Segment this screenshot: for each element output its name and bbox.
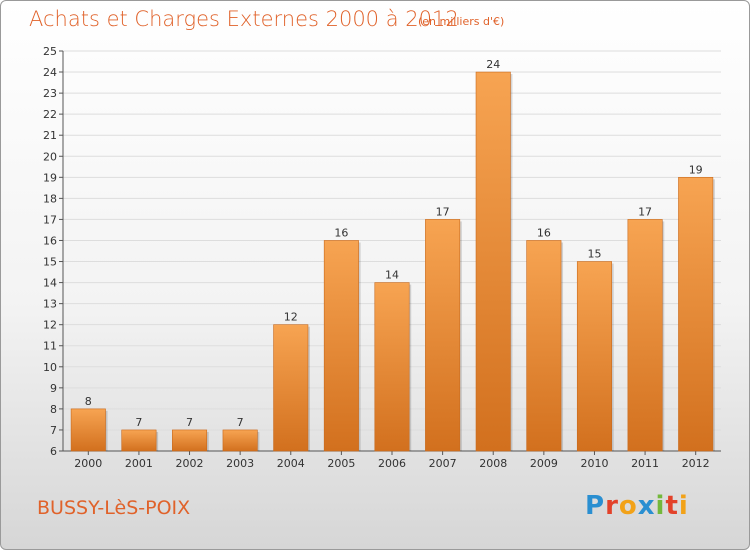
y-tick-label: 12	[43, 319, 57, 332]
logo-letter: i	[655, 491, 666, 521]
y-tick-label: 19	[43, 171, 57, 184]
proxiti-logo: Proxiti	[585, 491, 689, 521]
logo-letter: P	[585, 491, 606, 521]
logo-letter: x	[637, 491, 656, 521]
bar-2007	[425, 219, 461, 452]
x-tick-label-2007: 2007	[429, 457, 457, 470]
y-tick-label: 11	[43, 340, 57, 353]
data-label-2010: 15	[587, 248, 601, 261]
logo-letter: r	[605, 491, 619, 521]
town-name: BUSSY-LèS-POIX	[37, 497, 191, 519]
y-tick-label: 16	[43, 234, 57, 247]
bar-2001	[121, 429, 157, 452]
logo-letter: o	[618, 491, 638, 521]
bar-2004	[273, 324, 309, 452]
x-tick-label-2001: 2001	[125, 457, 153, 470]
bar-2012	[678, 177, 714, 452]
y-tick-label: 10	[43, 361, 57, 374]
chart-title: Achats et Charges Externes 2000 à 2012	[29, 7, 459, 31]
y-tick-label: 25	[43, 45, 57, 58]
data-label-2009: 16	[537, 226, 551, 239]
y-tick-label: 13	[43, 298, 57, 311]
bar-2011	[627, 219, 663, 452]
logo-letter: i	[678, 491, 689, 521]
y-tick-label: 14	[43, 277, 57, 290]
x-tick-label-2000: 2000	[74, 457, 102, 470]
x-tick-label-2012: 2012	[682, 457, 710, 470]
x-tick-label-2005: 2005	[327, 457, 355, 470]
label-layer: 8 7 7 7 12 16 14 17 24 16 15 17 19	[85, 58, 703, 429]
data-label-2001: 7	[135, 416, 142, 429]
data-label-2004: 12	[284, 311, 298, 324]
data-label-2002: 7	[186, 416, 193, 429]
y-tick-label: 6	[50, 445, 57, 458]
y-tick-label: 20	[43, 150, 57, 163]
y-tick-label: 15	[43, 256, 57, 269]
data-label-2005: 16	[334, 226, 348, 239]
x-tick-label-2010: 2010	[580, 457, 608, 470]
bar-2002	[172, 429, 208, 452]
x-tick-label-2009: 2009	[530, 457, 558, 470]
bar-2006	[374, 282, 410, 452]
y-tick-label: 8	[50, 403, 57, 416]
x-tick-label-2004: 2004	[277, 457, 305, 470]
y-tick-label: 24	[43, 66, 57, 79]
bar-2010	[576, 261, 612, 452]
bar-2000	[70, 408, 106, 452]
data-label-2003: 7	[237, 416, 244, 429]
logo-letter: t	[665, 491, 679, 521]
y-tick-label: 21	[43, 129, 57, 142]
x-tick-label-2011: 2011	[631, 457, 659, 470]
x-tick-label-2003: 2003	[226, 457, 254, 470]
data-label-2007: 17	[436, 205, 450, 218]
bar-layer	[70, 71, 715, 452]
bar-2008	[475, 71, 511, 452]
x-tick-label-2006: 2006	[378, 457, 406, 470]
bar-2003	[222, 429, 258, 452]
bar-2009	[526, 240, 562, 452]
y-tick-label: 9	[50, 382, 57, 395]
y-tick-label: 17	[43, 213, 57, 226]
y-tick-label: 23	[43, 87, 57, 100]
y-tick-label: 18	[43, 192, 57, 205]
unit-note: (en milliers d'€)	[418, 15, 505, 28]
y-tick-label: 7	[50, 424, 57, 437]
data-label-2008: 24	[486, 58, 500, 71]
data-label-2006: 14	[385, 269, 399, 282]
y-tick-label: 22	[43, 108, 57, 121]
data-label-2012: 19	[689, 163, 703, 176]
data-label-2000: 8	[85, 395, 92, 408]
data-label-2011: 17	[638, 205, 652, 218]
bar-2005	[323, 240, 359, 452]
x-tick-label-2008: 2008	[479, 457, 507, 470]
x-tick-label-2002: 2002	[176, 457, 204, 470]
